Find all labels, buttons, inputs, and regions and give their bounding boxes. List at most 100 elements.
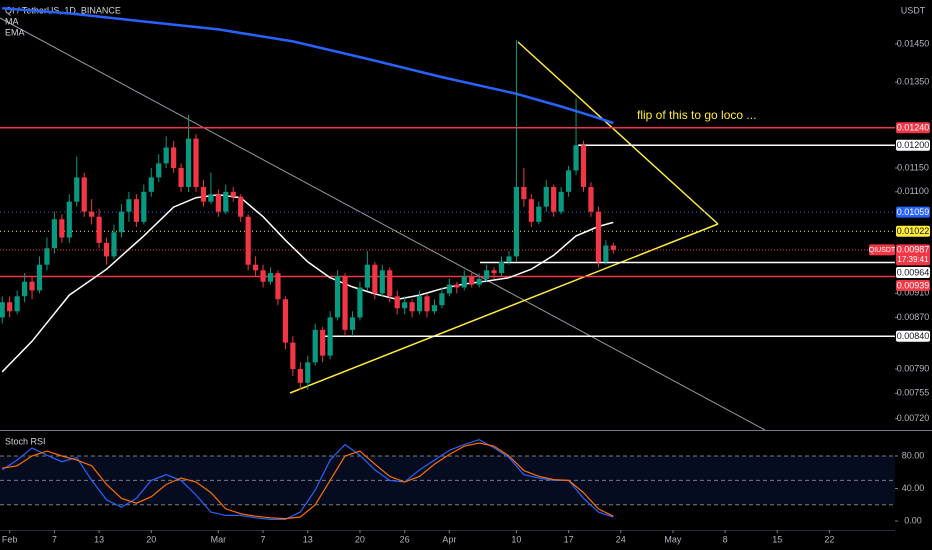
candle-body bbox=[439, 293, 445, 306]
x-tick-label: 22 bbox=[824, 534, 834, 544]
y-tick-label: 0.00 bbox=[904, 515, 922, 525]
x-tick-label: 20 bbox=[355, 534, 365, 544]
y-tick-label: 0.00910 bbox=[897, 288, 930, 298]
candle-body bbox=[513, 186, 520, 257]
candle-body bbox=[528, 199, 534, 222]
price-label-box bbox=[896, 330, 930, 342]
x-tick-label: 26 bbox=[400, 534, 410, 544]
last-price-box bbox=[896, 244, 930, 266]
candle-body bbox=[275, 273, 281, 300]
candle-body bbox=[565, 170, 572, 192]
candle-body bbox=[89, 211, 95, 217]
ma-line bbox=[1, 194, 614, 373]
x-tick-label: 10 bbox=[511, 534, 521, 544]
candle-body bbox=[163, 147, 169, 164]
candle-body bbox=[290, 342, 296, 370]
symbol-label: QIUSDT bbox=[869, 247, 896, 254]
candle-body bbox=[36, 264, 43, 291]
x-tick-label: 7 bbox=[52, 534, 57, 544]
candle-body bbox=[185, 138, 192, 187]
candle-body bbox=[342, 275, 348, 330]
candle-body bbox=[327, 317, 333, 356]
candle-body bbox=[0, 302, 5, 318]
candle-body bbox=[357, 287, 363, 318]
triangle-lower bbox=[289, 223, 719, 394]
candle-body bbox=[536, 206, 542, 222]
candle-body bbox=[223, 191, 229, 212]
x-tick-label: 13 bbox=[94, 534, 104, 544]
candle-body bbox=[364, 264, 370, 288]
stoch-line bbox=[2, 442, 614, 520]
price-label: 0.00964 bbox=[897, 267, 930, 277]
y-tick-label: 0.01150 bbox=[897, 162, 929, 172]
stoch-line bbox=[1, 439, 614, 520]
symbol-box bbox=[869, 244, 895, 256]
price-label-box bbox=[896, 266, 930, 278]
price-label-box bbox=[896, 225, 930, 237]
candle-body bbox=[282, 299, 289, 343]
candle-body bbox=[267, 273, 274, 282]
price-label: 0.01200 bbox=[897, 140, 930, 150]
chart-title: QI / TetherUS, 1D, BINANCE bbox=[5, 5, 121, 15]
candle-body bbox=[118, 211, 125, 233]
candle-body bbox=[603, 245, 609, 262]
x-tick-label: 7 bbox=[261, 534, 266, 544]
candle-body bbox=[297, 369, 303, 383]
candle-body bbox=[446, 284, 452, 294]
x-tick-label: Apr bbox=[442, 534, 456, 544]
candle-body bbox=[103, 242, 110, 257]
candle-body bbox=[245, 216, 251, 265]
candle-body bbox=[610, 245, 616, 250]
candle-body bbox=[59, 219, 65, 238]
candle-body bbox=[461, 275, 467, 288]
x-tick-label: 24 bbox=[616, 534, 626, 544]
candle-body bbox=[573, 145, 579, 171]
candle-body bbox=[506, 256, 512, 262]
candle-body bbox=[29, 281, 35, 291]
candle-body bbox=[521, 186, 527, 200]
candle-body bbox=[74, 177, 80, 202]
x-tick-label: 8 bbox=[723, 534, 728, 544]
candle-body bbox=[21, 281, 28, 297]
price-label: 0.00939 bbox=[897, 280, 930, 290]
price-label: 0.00840 bbox=[897, 331, 930, 341]
stoch-title: Stoch RSI bbox=[5, 436, 46, 446]
x-tick-label: 17 bbox=[564, 534, 574, 544]
candle-body bbox=[431, 305, 438, 312]
candle-body bbox=[171, 147, 177, 169]
candle-body bbox=[320, 329, 326, 356]
candle-body bbox=[133, 199, 139, 222]
y-tick-label: 0.00870 bbox=[897, 312, 930, 322]
price-label-box bbox=[896, 280, 930, 292]
candle-body bbox=[372, 264, 378, 294]
x-tick-label: 15 bbox=[772, 534, 782, 544]
candle-body bbox=[208, 194, 214, 202]
price-label-box bbox=[896, 122, 930, 134]
candle-body bbox=[469, 275, 475, 285]
candle-body bbox=[394, 296, 400, 309]
x-tick-label: May bbox=[664, 534, 682, 544]
candle-body bbox=[253, 264, 259, 271]
candle-body bbox=[305, 362, 311, 383]
y-tick-label: 0.01450 bbox=[897, 38, 930, 48]
y-tick-label: 0.01100 bbox=[897, 186, 929, 196]
y-tick-label: 0.01350 bbox=[897, 77, 930, 87]
candle-body bbox=[215, 194, 221, 212]
candle-body bbox=[543, 186, 549, 207]
candle-body bbox=[454, 284, 460, 288]
currency: USDT bbox=[901, 5, 926, 15]
annotation: flip of this to go loco ... bbox=[637, 108, 756, 122]
candle-body bbox=[44, 248, 50, 265]
y-tick-label: 0.00720 bbox=[897, 413, 930, 423]
candle-body bbox=[111, 232, 117, 257]
countdown: 17:39:41 bbox=[897, 255, 929, 264]
candle-body bbox=[312, 329, 318, 363]
candle-body bbox=[66, 201, 72, 238]
candle-body bbox=[141, 191, 147, 222]
legend-ma: MA bbox=[5, 16, 19, 26]
candle-body bbox=[126, 199, 132, 212]
candle-body bbox=[14, 296, 20, 312]
